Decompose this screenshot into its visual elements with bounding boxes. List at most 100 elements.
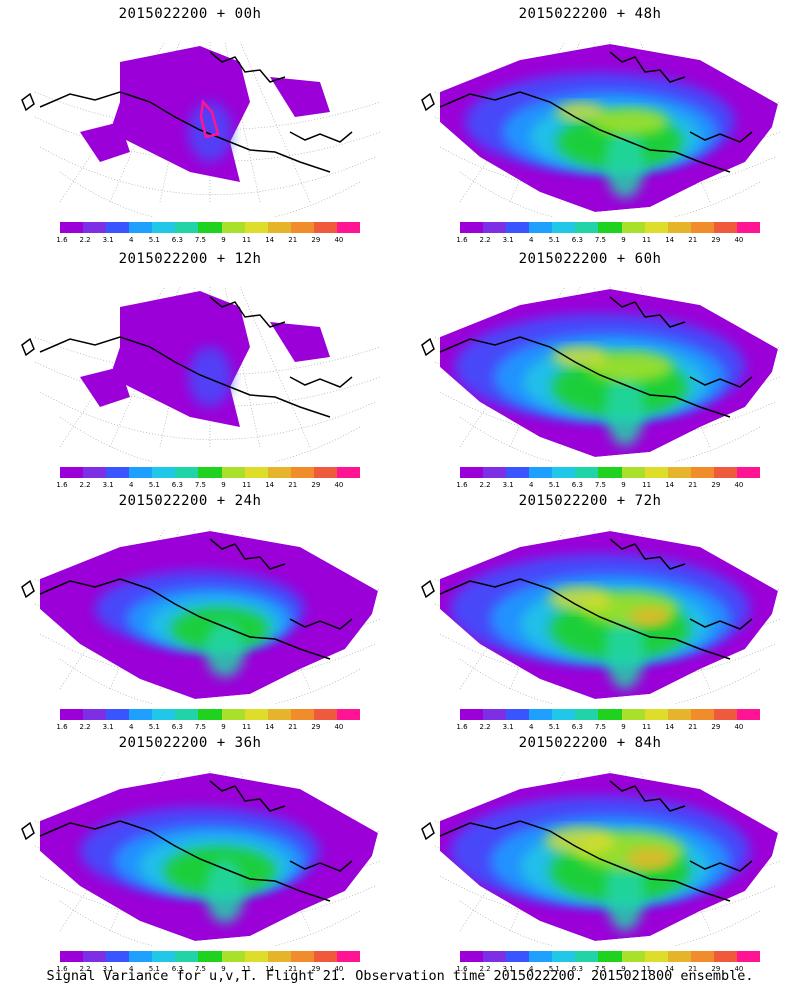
longitude-line [239, 41, 311, 203]
color-scale-tick-label: 11 [642, 965, 652, 973]
color-scale-tick-label: 9 [621, 236, 626, 244]
color-scale-tick-label: 11 [242, 481, 252, 489]
variance-field [80, 291, 330, 427]
flight-track [199, 99, 220, 139]
color-swatch [152, 709, 176, 720]
color-scale-tick-label: 1.6 [456, 236, 468, 244]
coastline [289, 860, 353, 872]
color-scale-tick-label: 21 [288, 481, 298, 489]
color-scale-tick-label: 9 [621, 723, 626, 731]
color-scale-tick-label: 4 [128, 723, 134, 731]
panel-title: 2015022200 + 60h [518, 251, 662, 267]
color-swatch [690, 467, 714, 478]
color-swatch [336, 467, 361, 478]
color-scale-tick-label: 11 [642, 481, 652, 489]
color-scale-tick-label: 4 [528, 236, 534, 244]
color-scale-tick-label: 14 [265, 236, 275, 244]
color-scale-tick-label: 1.6 [56, 965, 68, 973]
variance-contour [270, 322, 330, 362]
color-swatch [152, 467, 176, 478]
map-panel-60h: 2015022200 + 60h 1.6 2.2 3.1 4 5.1 6.3 7.5 9 11 1… [400, 245, 800, 490]
coastline [689, 376, 753, 388]
color-swatch [644, 467, 668, 478]
color-swatch [529, 222, 553, 233]
color-swatch [129, 467, 153, 478]
color-swatch [621, 222, 645, 233]
color-scale-tick-label: 40 [734, 723, 744, 731]
variance-contour [205, 621, 245, 677]
color-scale-bar [60, 951, 361, 962]
color-scale-tick-label: 9 [621, 481, 626, 489]
color-scale-tick-label: 21 [288, 965, 298, 973]
color-scale-tick-label: 2.2 [479, 965, 491, 973]
color-swatch [552, 222, 576, 233]
color-scale-tick-label: 40 [734, 481, 744, 489]
latitude-line [59, 416, 361, 462]
color-swatch [460, 709, 484, 720]
color-swatch [598, 222, 622, 233]
coastlines [21, 780, 353, 902]
color-scale-tick-label: 3.1 [102, 236, 114, 244]
coastline [421, 337, 435, 357]
color-scale-tick-label: 4 [128, 965, 134, 973]
color-swatch [621, 951, 645, 962]
color-swatch [736, 222, 761, 233]
variance-map [21, 528, 381, 704]
coastline [439, 820, 731, 902]
variance-contour [605, 368, 645, 446]
latitude-line [59, 171, 361, 217]
color-scale-tick-label: 2.2 [79, 965, 91, 973]
color-scale-tick-label: 29 [311, 723, 321, 731]
color-swatch [60, 222, 84, 233]
color-scale-tick-label: 6.3 [171, 481, 183, 489]
variance-contour [605, 851, 645, 931]
color-swatch [575, 222, 599, 233]
color-swatch [667, 709, 691, 720]
color-scale-bar [460, 467, 761, 478]
color-scale-tick-label: 6.3 [571, 965, 583, 973]
color-swatch [336, 709, 361, 720]
color-swatch [198, 951, 222, 962]
color-scale-tick-label: 9 [221, 723, 226, 731]
coastline [21, 579, 35, 599]
variance-contour [544, 826, 616, 856]
color-swatch [83, 467, 107, 478]
coastlines [421, 780, 753, 902]
variance-field [440, 773, 778, 941]
color-scale-tick-label: 29 [711, 481, 721, 489]
color-scale-tick-label: 21 [688, 236, 698, 244]
color-scale-tick-label: 14 [265, 481, 275, 489]
color-swatch [83, 709, 107, 720]
variance-contour [110, 291, 250, 427]
color-swatch [598, 467, 622, 478]
coastlines [21, 51, 353, 173]
color-scale-tick-label: 3.1 [502, 965, 514, 973]
color-scale-tick-label: 21 [688, 723, 698, 731]
color-swatch [575, 467, 599, 478]
color-swatch [336, 222, 361, 233]
color-swatch [506, 222, 530, 233]
coastline [39, 91, 331, 173]
color-swatch [529, 709, 553, 720]
color-scale-bar [60, 222, 361, 233]
latitude-line [34, 116, 381, 162]
color-swatch [221, 709, 245, 720]
color-scale-tick-label: 5.1 [148, 236, 160, 244]
latitude-line [34, 91, 381, 131]
color-swatch [690, 951, 714, 962]
color-swatch [290, 709, 314, 720]
color-swatch [713, 951, 737, 962]
color-scale-tick-label: 2.2 [79, 236, 91, 244]
color-swatch [106, 467, 130, 478]
color-scale-tick-label: 29 [311, 965, 321, 973]
color-swatch [552, 709, 576, 720]
variance-field [440, 44, 778, 212]
variance-contour [626, 848, 674, 870]
color-swatch [460, 467, 484, 478]
color-scale-labels: 1.6 2.2 3.1 4 5.1 6.3 7.5 9 11 14 21 29 40 [56, 236, 360, 246]
color-swatch [644, 951, 668, 962]
color-swatch [290, 222, 314, 233]
variance-contour [548, 586, 612, 612]
color-scale-tick-label: 2.2 [79, 723, 91, 731]
color-swatch [106, 709, 130, 720]
